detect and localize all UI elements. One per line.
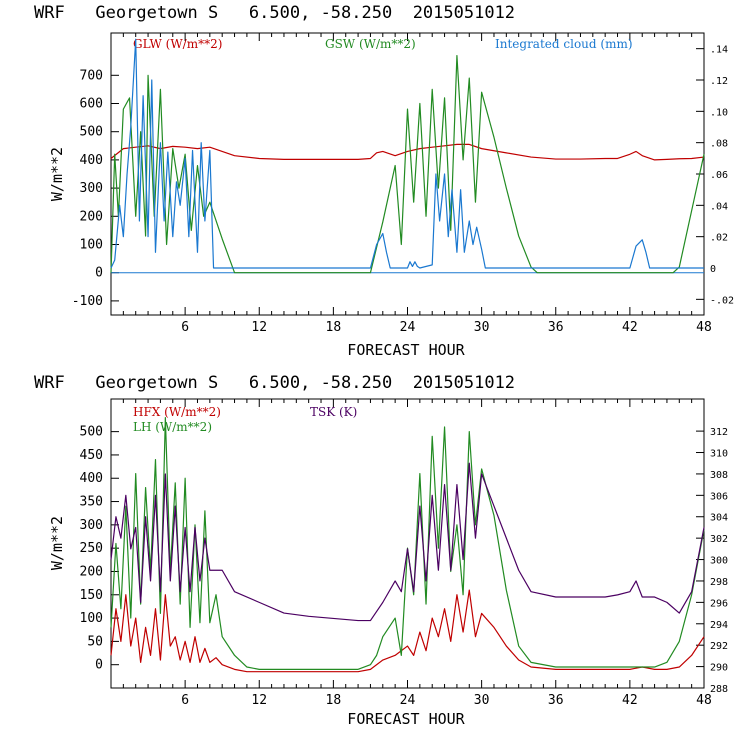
y-tick-label: 100: [80, 611, 103, 626]
y2-tick-label: 300: [710, 556, 728, 567]
y-tick-label: 150: [80, 588, 103, 603]
legend-glw: GLW (W/m**2): [133, 37, 222, 51]
x-tick-label: 6: [181, 693, 189, 708]
y2-tick-label: 294: [710, 620, 728, 631]
y2-tick-label: .02: [710, 233, 728, 244]
x-tick-label: 30: [474, 693, 490, 708]
y2-tick-label: 298: [710, 577, 728, 588]
y2-tick-label: .14: [710, 45, 728, 56]
x-tick-label: 36: [548, 320, 564, 335]
y-tick-label: 200: [80, 564, 103, 579]
y2-tick-label: 290: [710, 663, 728, 674]
x-axis-label: FORECAST HOUR: [347, 710, 465, 728]
series-line-glw: [110, 143, 705, 161]
legend-tsk: TSK (K): [310, 405, 357, 419]
y-tick-label: 50: [87, 634, 103, 649]
x-tick-label: 48: [696, 320, 712, 335]
legend-gsw: GSW (W/m**2): [325, 37, 416, 51]
y2-tick-label: .06: [710, 170, 728, 181]
x-tick-label: 24: [400, 320, 416, 335]
y-tick-label: 250: [80, 541, 103, 556]
y-tick-label: 0: [95, 266, 103, 281]
series-line-tsk: [110, 462, 705, 622]
plot-frame: [110, 398, 705, 689]
series-line-gsw: [110, 54, 705, 274]
y-tick-label: 700: [80, 68, 103, 83]
x-tick-label: 24: [400, 693, 416, 708]
y-tick-label: 500: [80, 125, 103, 140]
y2-tick-label: .08: [710, 139, 728, 150]
y-axis-label: W/m**2: [48, 516, 66, 570]
y2-tick-label: 296: [710, 598, 728, 609]
y-tick-label: 300: [80, 518, 103, 533]
y-tick-label: 350: [80, 495, 103, 510]
legend-integrated: Integrated cloud (mm): [495, 37, 633, 51]
y2-tick-label: 288: [710, 684, 728, 695]
y2-tick-label: 304: [710, 513, 728, 524]
legend-lh: LH (W/m**2): [133, 420, 212, 434]
y-tick-label: 400: [80, 471, 103, 486]
x-tick-label: 12: [251, 693, 267, 708]
series-line-hfx: [110, 589, 705, 673]
y2-tick-label: 292: [710, 641, 728, 652]
y-tick-label: 300: [80, 181, 103, 196]
y-tick-label: 400: [80, 153, 103, 168]
y-tick-label: 500: [80, 425, 103, 440]
y2-tick-label: .10: [710, 107, 728, 118]
y2-tick-label: 312: [710, 427, 728, 438]
y-axis-label: W/m**2: [48, 147, 66, 201]
y-tick-label: 0: [95, 658, 103, 673]
x-tick-label: 30: [474, 320, 490, 335]
y-tick-label: -100: [72, 294, 103, 309]
x-tick-label: 6: [181, 320, 189, 335]
y2-tick-label: 308: [710, 470, 728, 481]
x-tick-label: 42: [622, 693, 638, 708]
legend-hfx: HFX (W/m**2): [133, 405, 221, 419]
x-tick-label: 18: [326, 320, 342, 335]
y2-tick-label: .04: [710, 201, 728, 212]
y2-tick-label: .12: [710, 76, 728, 87]
x-tick-label: 48: [696, 693, 712, 708]
y2-tick-label: 306: [710, 491, 728, 502]
y-tick-label: 600: [80, 97, 103, 112]
chart-title: WRF Georgetown S 6.500, -58.250 20150510…: [34, 3, 515, 23]
x-tick-label: 12: [251, 320, 267, 335]
x-axis-label: FORECAST HOUR: [347, 341, 465, 359]
y2-tick-label: 0: [710, 264, 716, 275]
x-tick-label: 18: [326, 693, 342, 708]
y2-tick-label: 310: [710, 449, 728, 460]
chart-panel-2: WRF Georgetown S 6.500, -58.250 20150510…: [34, 373, 728, 728]
chart-title: WRF Georgetown S 6.500, -58.250 20150510…: [34, 373, 515, 393]
y-tick-label: 450: [80, 448, 103, 463]
x-tick-label: 36: [548, 693, 564, 708]
chart-panel-1: WRF Georgetown S 6.500, -58.250 20150510…: [34, 3, 734, 359]
y2-tick-label: -.02: [710, 295, 734, 306]
y2-tick-label: 302: [710, 534, 728, 545]
series-line-lh: [110, 417, 705, 670]
y-tick-label: 200: [80, 209, 103, 224]
x-tick-label: 42: [622, 320, 638, 335]
series-line-integrated: [110, 38, 704, 269]
y-tick-label: 100: [80, 238, 103, 253]
